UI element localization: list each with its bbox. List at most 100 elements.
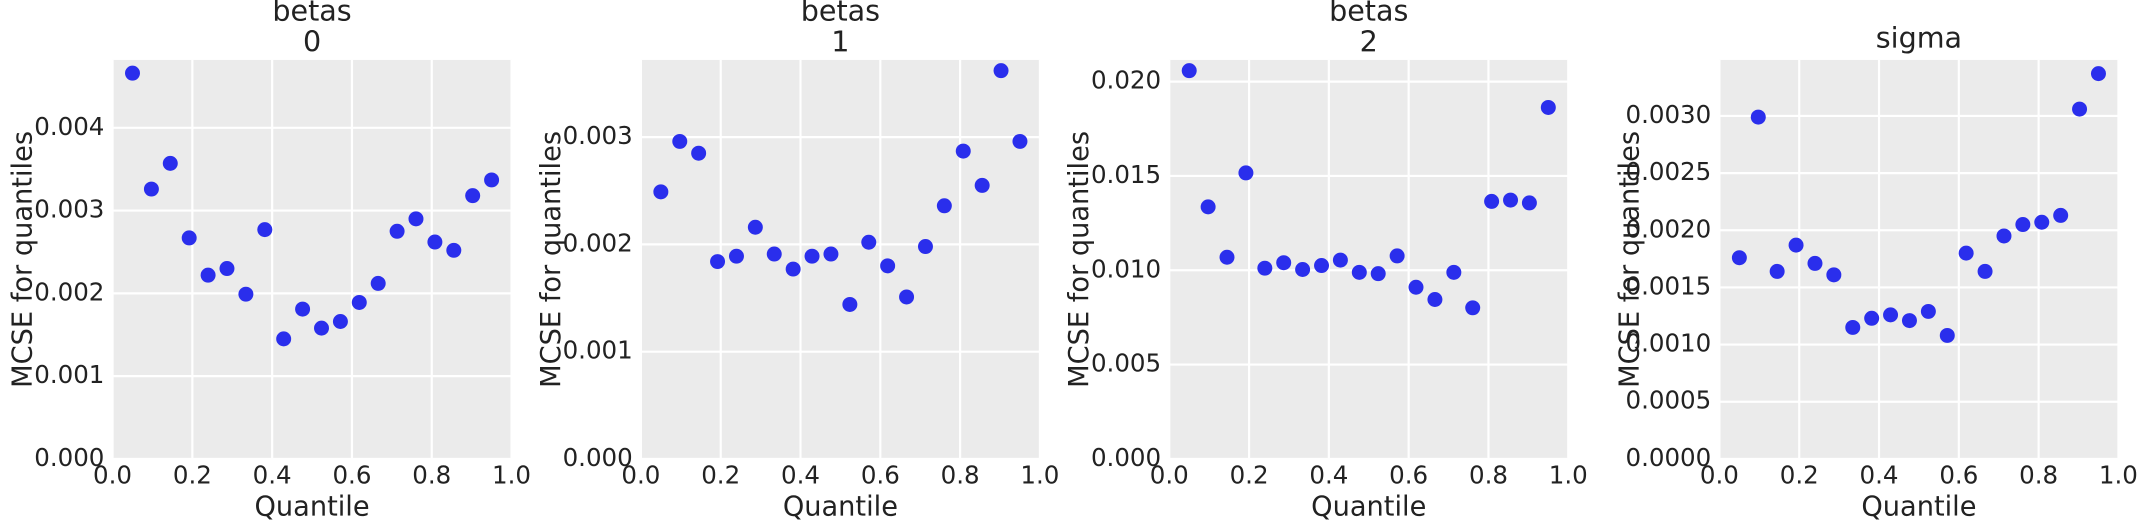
point (389, 223, 405, 239)
point (2090, 66, 2106, 82)
point (257, 222, 273, 238)
x-tick-label: 1.0 (1020, 461, 1059, 490)
point (710, 254, 726, 270)
point (1314, 258, 1330, 274)
x-tick-label: 0.4 (253, 461, 292, 490)
point (219, 261, 235, 277)
point (1370, 266, 1386, 282)
point (785, 261, 801, 277)
point (1901, 313, 1917, 329)
x-tick-label: 0.2 (1780, 461, 1819, 490)
point (1276, 255, 1292, 271)
x-tick-label: 0.4 (1860, 461, 1899, 490)
point (917, 239, 933, 255)
point (408, 211, 424, 227)
point (1427, 292, 1443, 307)
x-tick-label: 0.4 (781, 461, 820, 490)
point (1332, 252, 1348, 268)
point (1731, 250, 1747, 266)
point (1958, 245, 1974, 261)
point (143, 181, 159, 197)
y-tick-label: 0.003 (34, 195, 104, 224)
point (465, 188, 481, 204)
y-tick-label: 0.000 (1091, 443, 1161, 472)
point (1351, 264, 1367, 280)
y-tick-label: 0.0005 (1626, 386, 1712, 415)
point (1845, 319, 1861, 335)
x-axis-label: Quantile (1861, 491, 1976, 522)
y-tick-label: 0.0020 (1626, 214, 1712, 243)
point (936, 198, 952, 214)
point (125, 65, 140, 81)
x-tick-label: 0.2 (701, 461, 740, 490)
y-tick-label: 0.010 (1091, 254, 1161, 283)
x-tick-label: 0.0 (1700, 461, 1739, 490)
point (842, 296, 858, 312)
y-tick-label: 0.0030 (1626, 100, 1712, 129)
point (691, 145, 707, 161)
point (1408, 279, 1424, 295)
y-tick-label: 0.002 (34, 277, 104, 306)
point (766, 246, 782, 262)
point (1238, 165, 1254, 181)
y-tick-label: 0.004 (34, 112, 104, 141)
y-tick-label: 0.0015 (1626, 271, 1712, 300)
plot-area (112, 59, 512, 459)
subplot-title: betas (1329, 0, 1408, 27)
point (899, 289, 915, 305)
x-tick-label: 0.0 (621, 461, 660, 490)
point (728, 248, 744, 264)
point (427, 234, 443, 250)
x-tick-label: 0.8 (941, 461, 980, 490)
x-tick-label: 1.0 (2099, 461, 2137, 490)
x-tick-label: 0.0 (1150, 461, 1189, 490)
point (2053, 207, 2069, 223)
point (1939, 327, 1955, 343)
point (2015, 217, 2031, 233)
point (1295, 262, 1311, 277)
point (1389, 248, 1405, 264)
x-tick-label: 1.0 (1549, 461, 1588, 490)
y-axis-label: MCSE for quantiles (536, 131, 567, 388)
point (1788, 237, 1804, 253)
point (295, 301, 311, 317)
subplot-title: sigma (1876, 20, 1962, 54)
point (1920, 303, 1936, 319)
y-tick-label: 0.000 (34, 443, 104, 472)
point (162, 155, 178, 171)
subplot-title: 0 (303, 25, 321, 59)
point (2072, 101, 2088, 117)
point (1503, 192, 1519, 208)
y-tick-label: 0.020 (1091, 66, 1161, 95)
x-tick-label: 0.4 (1309, 461, 1348, 490)
x-tick-label: 0.0 (93, 461, 132, 490)
x-tick-label: 0.8 (2019, 461, 2058, 490)
plot-area (1719, 59, 2119, 459)
point (200, 267, 216, 283)
point (1446, 264, 1462, 280)
point (1465, 300, 1481, 316)
point (1996, 228, 2012, 244)
x-axis-label: Quantile (254, 491, 369, 522)
point (332, 314, 348, 329)
y-tick-label: 0.015 (1091, 160, 1161, 189)
point (672, 133, 688, 149)
point (993, 63, 1009, 79)
point (653, 184, 669, 200)
x-tick-label: 1.0 (492, 461, 531, 490)
y-axis-label: MCSE for quantiles (8, 131, 39, 388)
plot-area (640, 59, 1040, 459)
point (1521, 195, 1537, 211)
point (370, 275, 386, 291)
x-tick-label: 0.8 (412, 461, 451, 490)
x-tick-label: 0.6 (1939, 461, 1978, 490)
y-axis-label: MCSE for quantiles (1614, 131, 1645, 388)
point (484, 172, 500, 188)
point (1484, 193, 1500, 209)
x-tick-label: 0.8 (1469, 461, 1508, 490)
point (1257, 260, 1273, 276)
x-tick-label: 0.6 (332, 461, 371, 490)
point (747, 219, 763, 235)
